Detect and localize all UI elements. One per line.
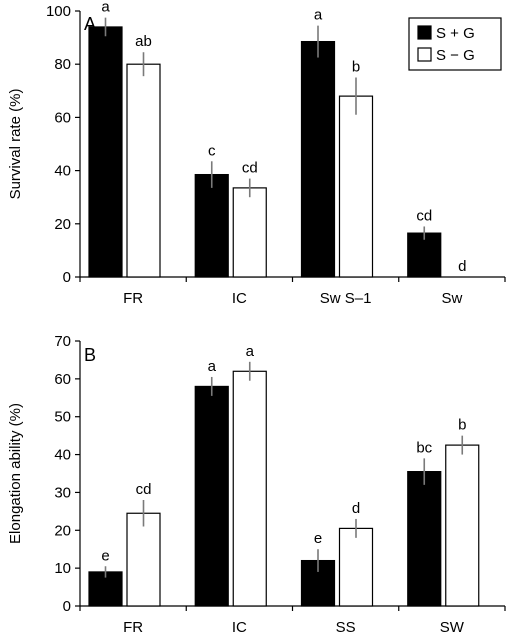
bar [407, 232, 442, 278]
y-tick-label: 70 [54, 333, 71, 350]
legend-label: S − G [436, 47, 475, 64]
y-axis-title: Survival rate (%) [7, 89, 24, 200]
bar [194, 173, 229, 278]
legend-label: S + G [436, 25, 475, 42]
significance-letter: b [352, 59, 360, 76]
x-tick-label: FR [123, 290, 143, 307]
y-tick-label: 10 [54, 560, 71, 577]
panel-b-chart: 0 10 20 30 40 50 60 70 FR IC SS SW Elongation abilit… [7, 333, 506, 636]
significance-letter: cd [136, 481, 152, 498]
significance-letter: e [314, 530, 322, 547]
significance-letter: e [101, 547, 109, 564]
legend: S + G S − G [408, 17, 502, 71]
x-tick-label: FR [123, 619, 143, 636]
bar [194, 385, 229, 607]
significance-letter: d [352, 500, 360, 517]
x-tick-label: Sw S–1 [320, 290, 372, 307]
legend-swatch [417, 47, 432, 62]
significance-letter: bc [416, 439, 432, 456]
significance-letter: a [314, 7, 323, 24]
panel-letter: B [84, 345, 96, 365]
legend-swatch [417, 25, 432, 40]
y-tick-label: 20 [54, 216, 71, 233]
bar [88, 571, 123, 607]
significance-letter: d [458, 258, 466, 275]
significance-letter: a [101, 0, 110, 16]
significance-letter: ab [135, 33, 152, 50]
significance-letter: cd [416, 207, 432, 224]
bar [338, 95, 374, 278]
x-tick-label: SW [440, 619, 465, 636]
y-tick-label: 50 [54, 409, 71, 426]
y-tick-label: 60 [54, 371, 71, 388]
y-tick-label: 60 [54, 109, 71, 126]
y-tick-label: 100 [46, 3, 71, 20]
bar [300, 40, 336, 278]
significance-letter: cd [242, 160, 258, 177]
x-tick-label: IC [232, 290, 247, 307]
significance-letter: a [246, 343, 255, 360]
bar [232, 370, 267, 607]
bar [445, 444, 480, 607]
x-tick-label: SS [336, 619, 356, 636]
y-tick-label: 0 [63, 269, 71, 286]
bar [126, 512, 161, 607]
y-tick-label: 40 [54, 447, 71, 464]
y-tick-label: 0 [63, 598, 71, 615]
y-tick-label: 80 [54, 56, 71, 73]
panel-a-chart: 0 20 40 60 80 100 FR IC Sw S–1 Sw Survival rate (%… [7, 0, 506, 307]
significance-letter: a [208, 358, 217, 375]
significance-letter: b [458, 417, 466, 434]
bar [232, 187, 267, 278]
y-tick-label: 40 [54, 163, 71, 180]
bar [88, 26, 123, 278]
y-tick-label: 20 [54, 522, 71, 539]
bar [407, 471, 442, 607]
x-tick-label: Sw [441, 290, 462, 307]
x-tick-label: IC [232, 619, 247, 636]
y-tick-label: 30 [54, 484, 71, 501]
significance-letter: c [208, 142, 216, 159]
y-axis-title: Elongation ability (%) [7, 403, 24, 544]
bar [338, 527, 374, 607]
bar [126, 63, 161, 278]
